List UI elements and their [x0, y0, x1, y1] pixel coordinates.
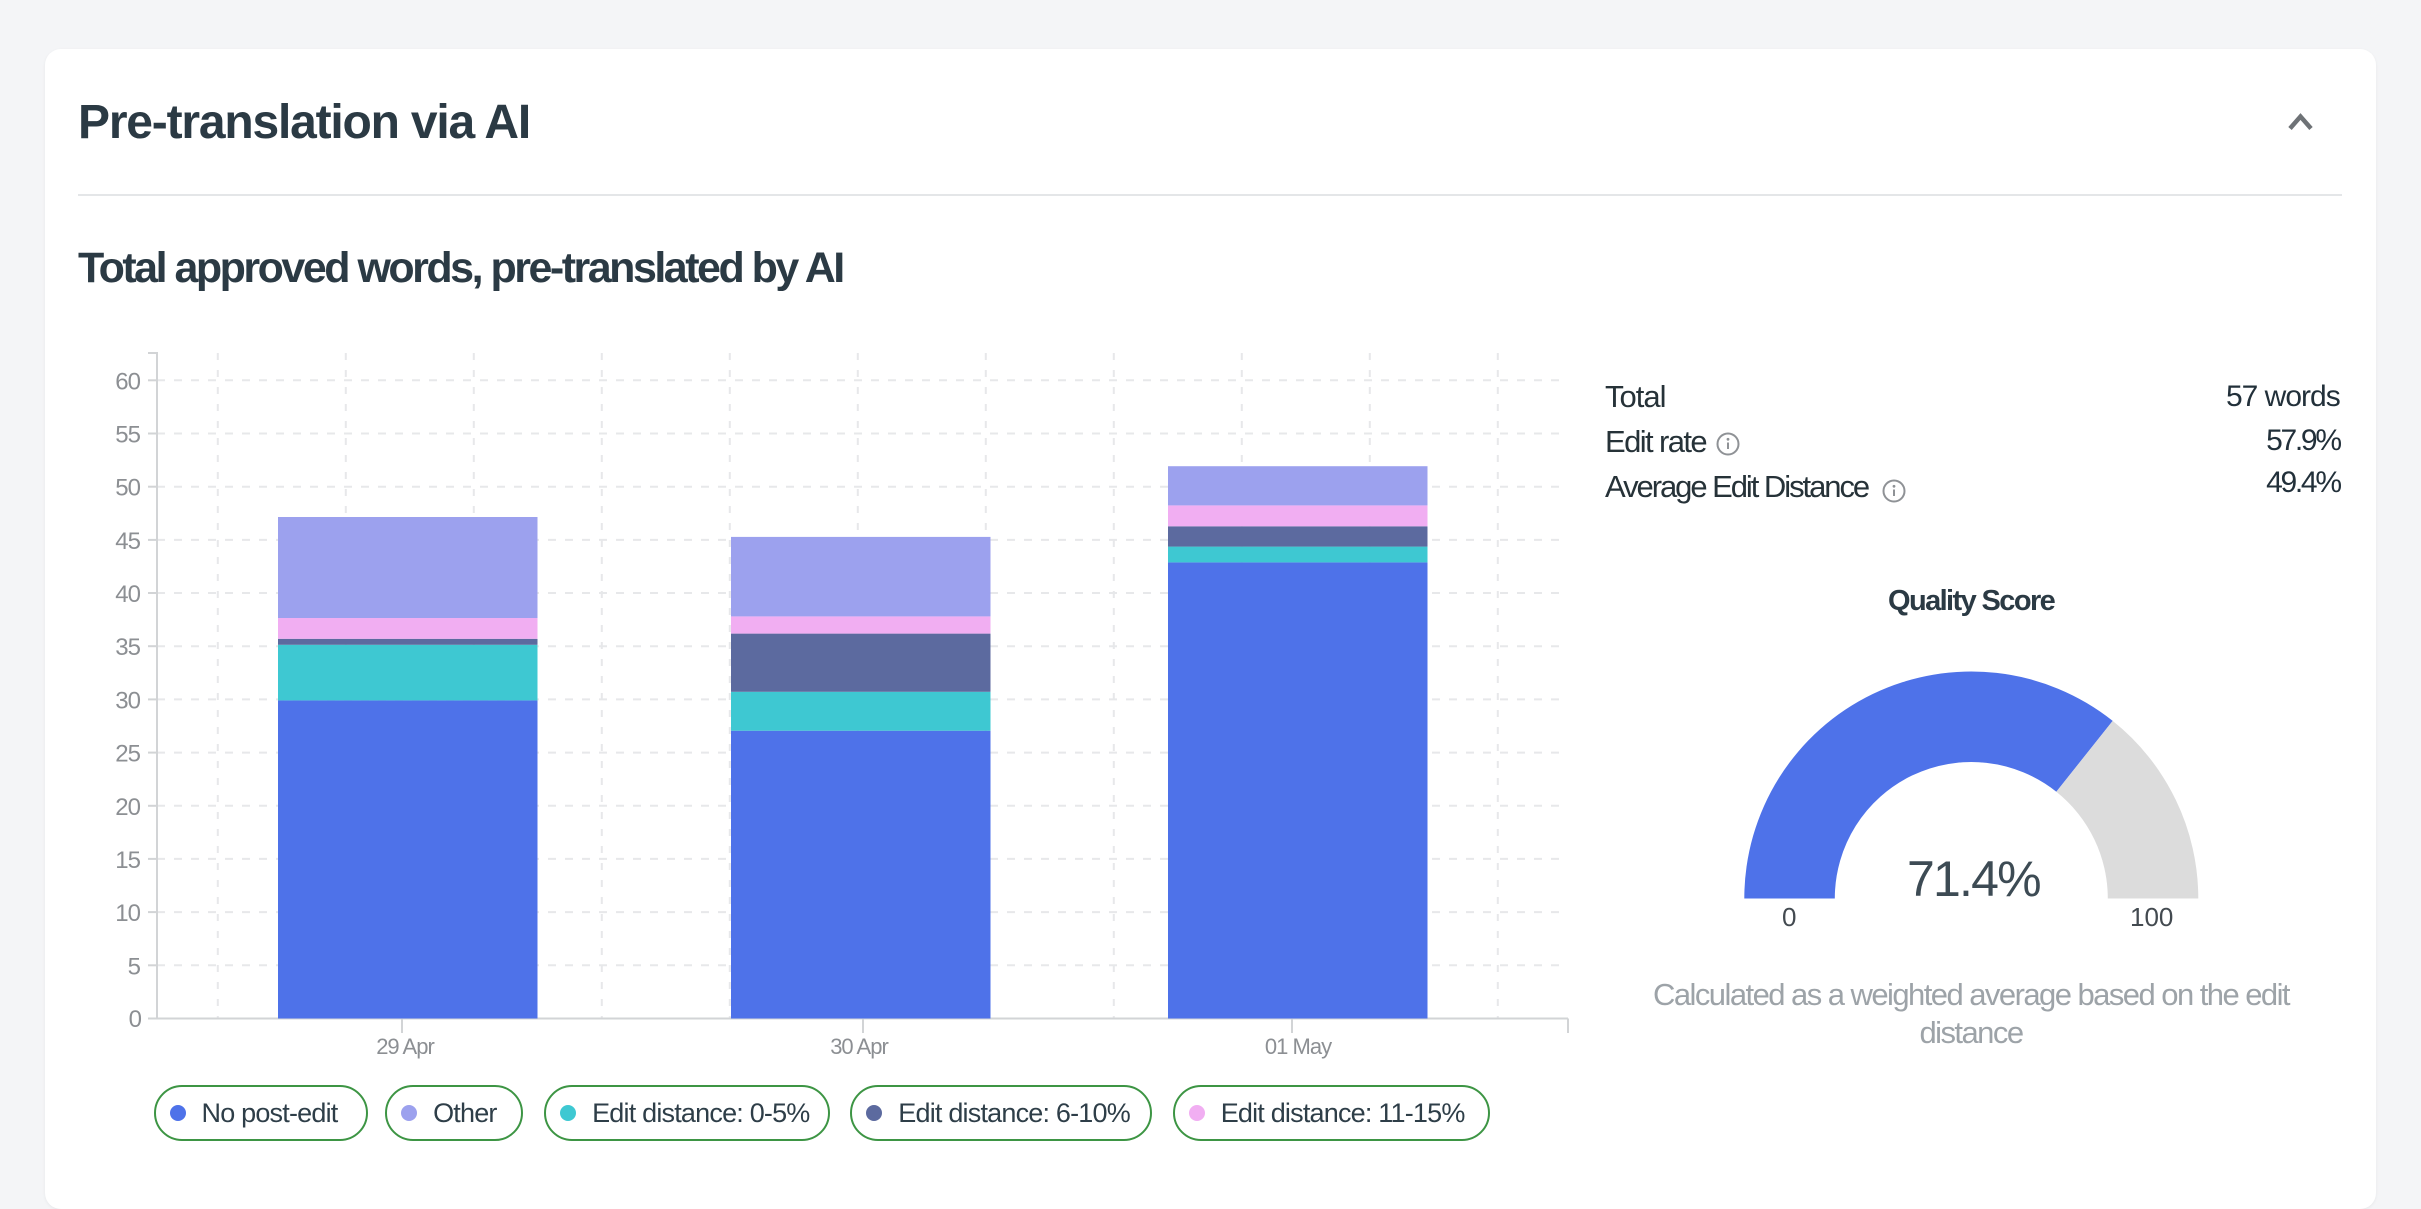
svg-text:45: 45 [115, 528, 140, 555]
svg-text:60: 60 [115, 368, 140, 395]
svg-text:55: 55 [115, 422, 140, 449]
svg-text:50: 50 [115, 475, 140, 502]
svg-text:25: 25 [115, 741, 140, 768]
svg-text:01 May: 01 May [1265, 1034, 1332, 1059]
svg-text:40: 40 [115, 581, 140, 608]
svg-text:30 Apr: 30 Apr [830, 1034, 888, 1059]
svg-text:10: 10 [115, 900, 140, 927]
svg-text:30: 30 [115, 687, 140, 714]
svg-text:29 Apr: 29 Apr [376, 1034, 434, 1059]
svg-text:20: 20 [115, 794, 140, 821]
svg-text:0: 0 [129, 1006, 142, 1033]
svg-text:5: 5 [128, 953, 141, 980]
svg-text:35: 35 [115, 634, 140, 661]
svg-text:15: 15 [115, 847, 140, 874]
